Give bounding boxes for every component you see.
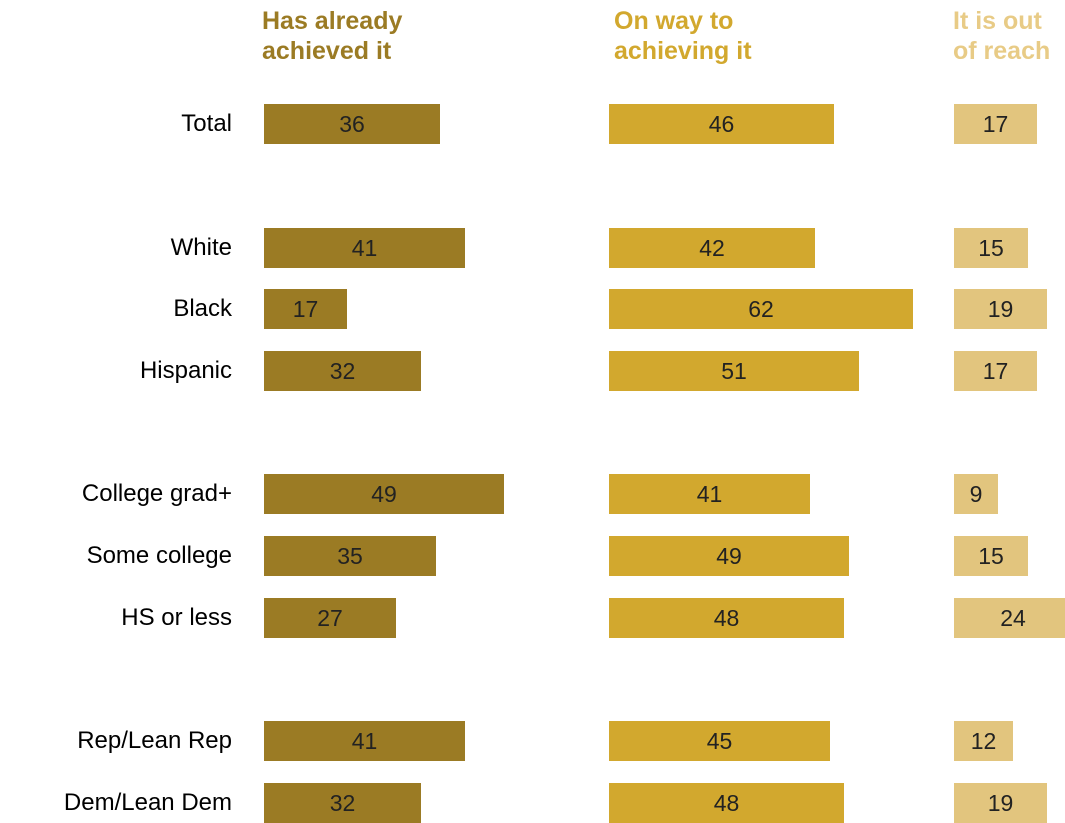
bar [609, 721, 830, 761]
bar [609, 783, 844, 823]
bar-value-label: 41 [351, 235, 378, 261]
bar [264, 228, 465, 268]
bar [954, 351, 1037, 391]
bar-value-label: 48 [713, 790, 740, 816]
bar-value-label: 32 [329, 790, 356, 816]
bar [954, 783, 1047, 823]
category-label: Hispanic [139, 357, 232, 384]
bar [954, 721, 1013, 761]
bar [609, 351, 859, 391]
bar-value-label: 24 [1000, 605, 1026, 631]
category-label: HS or less [121, 604, 232, 631]
bar-value-label: 27 [317, 605, 343, 631]
column-header-line: On way to [614, 7, 734, 35]
bar [609, 536, 849, 576]
category-label: Rep/Lean Rep [77, 727, 232, 754]
bar [264, 783, 421, 823]
bar-value-label: 62 [748, 296, 774, 322]
category-label: Dem/Lean Dem [63, 789, 232, 816]
bar-value-label: 35 [337, 543, 363, 569]
bar [954, 104, 1037, 144]
bar-value-label: 19 [987, 296, 1014, 322]
bar-value-label: 49 [371, 481, 397, 507]
category-label: White [170, 234, 232, 261]
bar-value-label: 48 [713, 605, 740, 631]
bar-value-label: 12 [970, 728, 997, 754]
bar [609, 474, 810, 514]
column-header-0: Has already achieved it [262, 6, 402, 66]
bar [264, 598, 396, 638]
bar-value-label: 32 [329, 358, 356, 384]
category-label: College grad+ [81, 480, 232, 507]
column-header-line: It is out [953, 7, 1042, 35]
column-header-line: achieving it [614, 37, 752, 65]
bar [264, 721, 465, 761]
bar [264, 351, 421, 391]
category-label: Black [173, 295, 232, 322]
bar-value-label: 49 [716, 543, 742, 569]
column-header-line: achieved it [262, 37, 392, 65]
bar-value-label: 46 [708, 111, 735, 137]
bar [609, 598, 844, 638]
bar [264, 104, 440, 144]
bar [264, 536, 436, 576]
bar [609, 289, 913, 329]
bar-value-label: 17 [982, 358, 1009, 384]
bar [264, 289, 347, 329]
category-label: Total [181, 110, 232, 137]
bar-value-label: 36 [339, 111, 365, 137]
bar-value-label: 17 [292, 296, 319, 322]
column-header-line: Has already [262, 7, 403, 35]
column-header-1: On way to achieving it [614, 6, 752, 66]
bar-value-label: 45 [706, 728, 733, 754]
bar-value-label: 19 [987, 790, 1014, 816]
bar-value-label: 51 [721, 358, 747, 384]
bar [264, 474, 504, 514]
bar [954, 536, 1028, 576]
column-header-2: It is out of reach [953, 6, 1050, 66]
bar [609, 104, 834, 144]
column-header-line: of reach [953, 37, 1051, 65]
bar [954, 598, 1065, 638]
bar-value-label: 41 [696, 481, 723, 507]
category-label: Some college [86, 542, 232, 569]
bar [954, 228, 1028, 268]
bar [954, 289, 1047, 329]
bar-value-label: 42 [699, 235, 725, 261]
bar-value-label: 41 [351, 728, 378, 754]
bar-value-label: 15 [978, 235, 1004, 261]
bar [954, 474, 998, 514]
bar-value-label: 17 [982, 111, 1009, 137]
bar-value-label: 9 [969, 481, 983, 507]
bar-value-label: 15 [978, 543, 1004, 569]
bar [609, 228, 815, 268]
